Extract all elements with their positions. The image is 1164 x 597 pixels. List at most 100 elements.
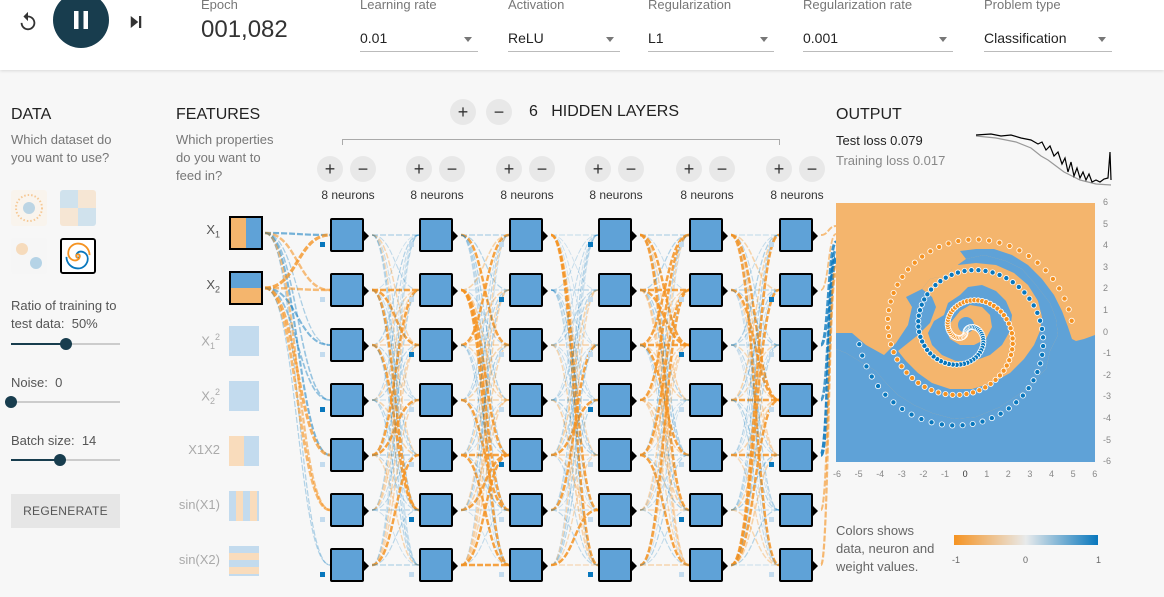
neuron-l3-n5[interactable]	[509, 438, 548, 472]
neuron-l5-n6[interactable]	[689, 493, 728, 527]
reset-button[interactable]	[14, 8, 42, 36]
batch-slider[interactable]	[11, 454, 120, 466]
neuron-l3-n1[interactable]	[509, 218, 548, 252]
step-button[interactable]	[122, 8, 150, 36]
neuron-l5-n2[interactable]	[689, 273, 728, 307]
neuron-l4-n5[interactable]	[598, 438, 637, 472]
dataset-gaussian-thumbnail[interactable]	[11, 238, 47, 274]
neuron-l1-n2[interactable]	[330, 273, 369, 307]
neuron-l5-n4[interactable]	[689, 383, 728, 417]
dataset-xor-thumbnail[interactable]	[60, 190, 96, 226]
feature-node-6[interactable]	[229, 546, 259, 576]
regenerate-button[interactable]: REGENERATE	[11, 494, 120, 528]
neuron-l6-n4[interactable]	[779, 383, 818, 417]
neuron-l5-n5[interactable]	[689, 438, 728, 472]
ratio-slider-thumb[interactable]	[59, 338, 72, 350]
noise-slider-thumb[interactable]	[5, 396, 17, 408]
activation-label: Activation	[508, 0, 565, 12]
neuron-l1-n7[interactable]	[330, 548, 369, 582]
ratio-slider[interactable]	[11, 338, 120, 350]
ratio-slider-fill	[11, 343, 66, 345]
neuron-l1-n1[interactable]	[330, 218, 369, 252]
remove-neuron-button-layer-6[interactable]: −	[799, 156, 825, 182]
dataset-spiral-thumbnail[interactable]	[60, 238, 96, 274]
regularization-select[interactable]: L1	[648, 26, 774, 52]
feature-node-2[interactable]	[229, 326, 259, 356]
neuron-l4-n7[interactable]	[598, 548, 637, 582]
neuron-l4-n2[interactable]	[598, 273, 637, 307]
neuron-l2-n4[interactable]	[419, 383, 458, 417]
neuron-l6-n2[interactable]	[779, 273, 818, 307]
weight-link	[460, 289, 510, 401]
noise-slider[interactable]	[5, 396, 120, 408]
neuron-l6-n5[interactable]	[779, 438, 818, 472]
dataset-circle-thumbnail[interactable]	[11, 190, 47, 226]
data-point	[915, 318, 922, 325]
feature-node-5[interactable]	[229, 491, 259, 521]
weight-link	[264, 286, 331, 457]
add-layer-button[interactable]: +	[450, 99, 476, 125]
neuron-l4-n4[interactable]	[598, 383, 637, 417]
neuron-l5-n7[interactable]	[689, 548, 728, 582]
neuron-l4-n3[interactable]	[598, 328, 637, 362]
x-axis-tick: -1	[941, 469, 950, 479]
data-point	[863, 363, 870, 370]
neuron-l2-n1[interactable]	[419, 218, 458, 252]
neuron-l4-n6[interactable]	[598, 493, 637, 527]
neuron-l2-n2[interactable]	[419, 273, 458, 307]
data-point	[956, 391, 963, 398]
feature-node-1[interactable]	[229, 271, 263, 305]
feature-node-0[interactable]	[229, 216, 263, 250]
add-neuron-button-layer-3[interactable]: +	[496, 156, 522, 182]
neuron-l6-n7[interactable]	[779, 548, 818, 582]
feature-node-3[interactable]	[229, 381, 259, 411]
add-neuron-button-layer-6[interactable]: +	[766, 156, 792, 182]
x-axis-tick: 6	[1092, 469, 1098, 479]
neuron-l5-n3[interactable]	[689, 328, 728, 362]
weight-link	[460, 344, 510, 566]
neuron-l3-n4[interactable]	[509, 383, 548, 417]
data-point	[917, 333, 924, 340]
remove-neuron-button-layer-5[interactable]: −	[709, 156, 735, 182]
neuron-l6-n6[interactable]	[779, 493, 818, 527]
neuron-l6-n3[interactable]	[779, 328, 818, 362]
neuron-l5-n1[interactable]	[689, 218, 728, 252]
remove-neuron-button-layer-4[interactable]: −	[618, 156, 644, 182]
batch-slider-thumb[interactable]	[54, 454, 67, 466]
neuron-l3-n7[interactable]	[509, 548, 548, 582]
neuron-l1-n6[interactable]	[330, 493, 369, 527]
remove-layer-button[interactable]: −	[486, 99, 512, 125]
neuron-l2-n7[interactable]	[419, 548, 458, 582]
play-pause-button[interactable]	[53, 0, 109, 48]
data-point	[1034, 259, 1041, 266]
neuron-l6-n1[interactable]	[779, 218, 818, 252]
neuron-l2-n5[interactable]	[419, 438, 458, 472]
neuron-l1-n4[interactable]	[330, 383, 369, 417]
neuron-l2-n3[interactable]	[419, 328, 458, 362]
neuron-l2-n6[interactable]	[419, 493, 458, 527]
add-neuron-button-layer-2[interactable]: +	[406, 156, 432, 182]
weight-link	[460, 234, 510, 511]
bias-indicator	[679, 407, 684, 412]
neuron-l1-n5[interactable]	[330, 438, 369, 472]
problem-type-select[interactable]: Classification	[984, 26, 1112, 52]
add-neuron-button-layer-1[interactable]: +	[317, 156, 343, 182]
neuron-l3-n3[interactable]	[509, 328, 548, 362]
remove-neuron-button-layer-2[interactable]: −	[439, 156, 465, 182]
neuron-l1-n3[interactable]	[330, 328, 369, 362]
learning-rate-select[interactable]: 0.01	[360, 26, 478, 52]
remove-neuron-button-layer-1[interactable]: −	[350, 156, 376, 182]
remove-neuron-button-layer-3[interactable]: −	[529, 156, 555, 182]
output-decision-plot	[836, 203, 1095, 462]
data-point	[894, 356, 901, 363]
neuron-l3-n2[interactable]	[509, 273, 548, 307]
chevron-down-icon	[760, 37, 768, 42]
activation-select[interactable]: ReLU	[508, 26, 620, 52]
neuron-l4-n1[interactable]	[598, 218, 637, 252]
neuron-l3-n6[interactable]	[509, 493, 548, 527]
bias-indicator	[320, 352, 325, 357]
feature-node-4[interactable]	[229, 436, 259, 466]
regularization-rate-select[interactable]: 0.001	[803, 26, 953, 52]
add-neuron-button-layer-5[interactable]: +	[676, 156, 702, 182]
add-neuron-button-layer-4[interactable]: +	[585, 156, 611, 182]
